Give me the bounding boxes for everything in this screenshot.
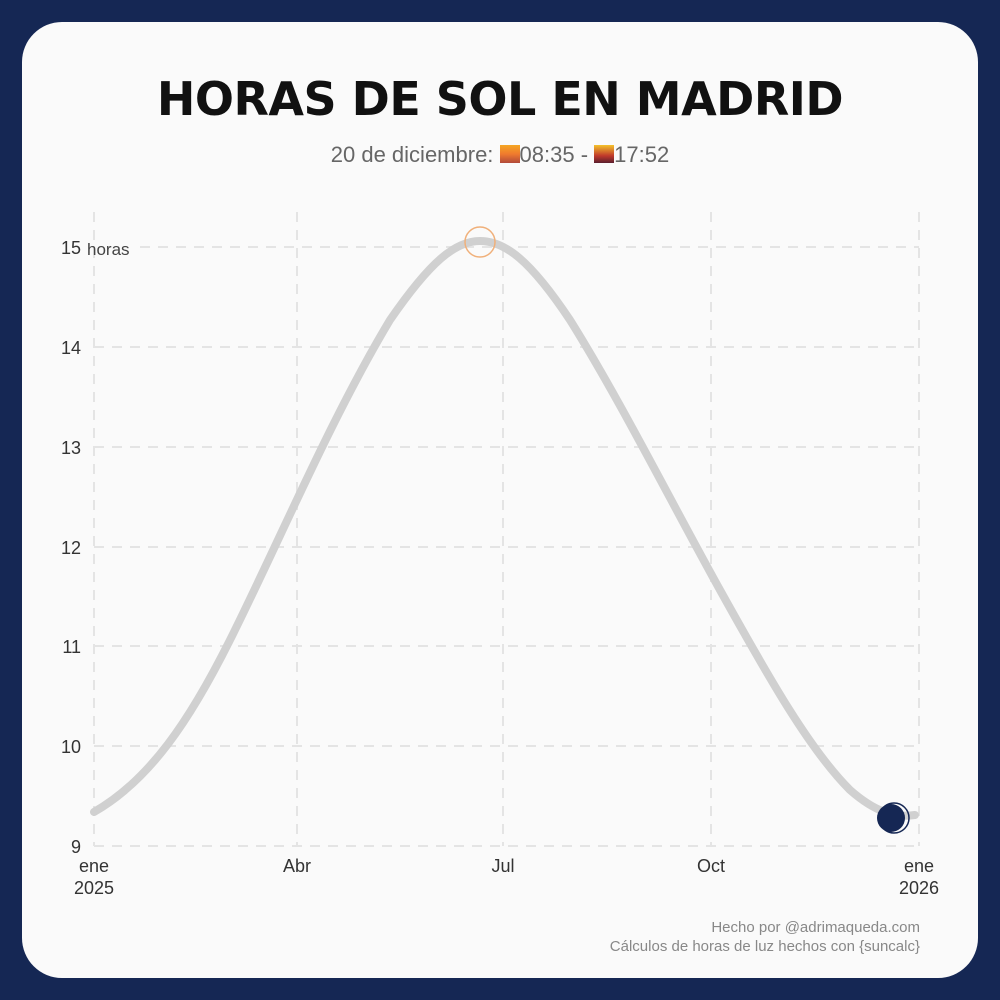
sunset-time: 17:52	[614, 142, 670, 167]
chart-subtitle: 20 de diciembre: 08:35 - 17:52	[0, 142, 1000, 168]
grid	[93, 212, 920, 847]
svg-text:12: 12	[61, 538, 81, 558]
svg-text:13: 13	[61, 438, 81, 458]
svg-text:9: 9	[71, 837, 81, 857]
caption: Hecho por @adrimaqueda.com Cálculos de h…	[610, 918, 920, 956]
svg-text:2025: 2025	[74, 878, 114, 898]
svg-text:ene: ene	[79, 856, 109, 876]
svg-text:ene: ene	[904, 856, 934, 876]
current-day-marker	[877, 804, 905, 832]
daylight-line	[90, 236, 919, 820]
sunset-icon	[594, 145, 615, 163]
sunrise-icon	[499, 145, 520, 163]
chart-title: HORAS DE SOL EN MADRID	[156, 72, 844, 126]
svg-text:Oct: Oct	[697, 856, 725, 876]
svg-text:2026: 2026	[899, 878, 939, 898]
x-axis: ene 2025 Abr Jul Oct ene 2026	[74, 856, 939, 898]
svg-text:15: 15	[61, 238, 81, 258]
source-text: Cálculos de horas de luz hechos con {sun…	[609, 938, 920, 955]
subtitle-separator: -	[574, 142, 595, 167]
svg-text:11: 11	[62, 637, 81, 657]
chart-card	[22, 22, 978, 978]
svg-text:Jul: Jul	[491, 856, 514, 876]
max-daylight-marker	[464, 226, 496, 258]
sunrise-time: 08:35	[519, 142, 575, 167]
svg-text:Abr: Abr	[283, 856, 311, 876]
svg-text:10: 10	[61, 737, 81, 757]
y-axis: 9 10 11 12 13 14 15 horas	[61, 238, 130, 857]
y-unit-label: horas	[87, 240, 130, 259]
subtitle-date: 20 de diciembre:	[330, 142, 500, 167]
credit-text: Hecho por @adrimaqueda.com	[711, 919, 920, 936]
svg-text:14: 14	[61, 338, 81, 358]
